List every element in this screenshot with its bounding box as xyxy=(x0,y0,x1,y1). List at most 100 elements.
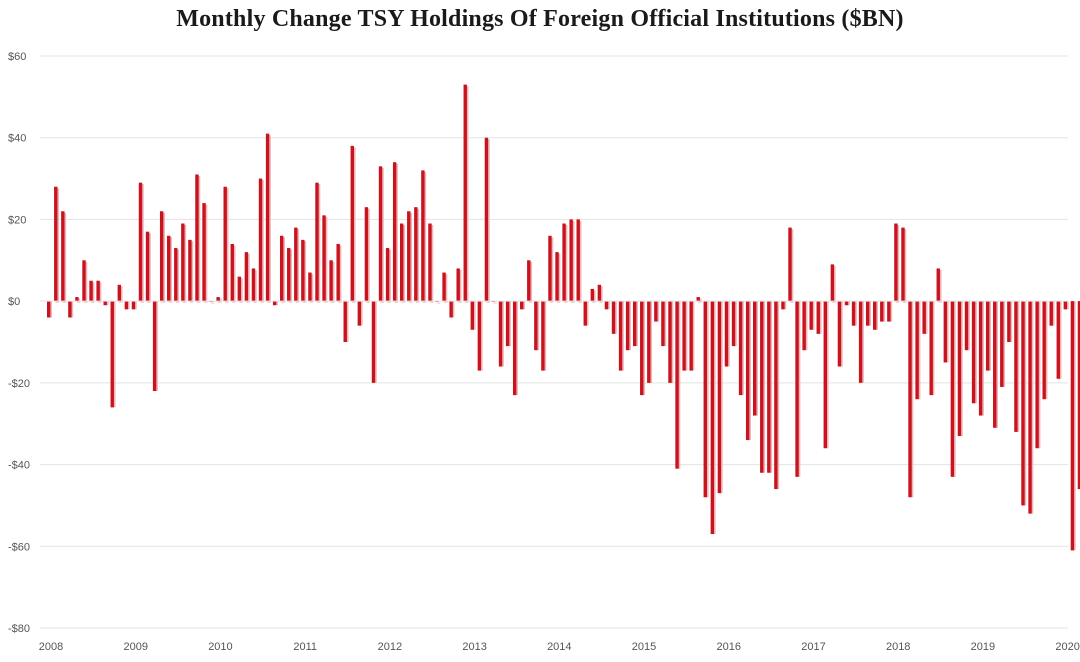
bar xyxy=(788,227,792,302)
x-tick-label: 2020 xyxy=(1055,641,1079,653)
bar xyxy=(604,301,609,310)
bar xyxy=(837,301,842,367)
bar xyxy=(244,252,249,302)
bar xyxy=(124,301,129,310)
bar xyxy=(576,219,580,302)
bar xyxy=(597,284,602,302)
bar xyxy=(795,301,799,477)
bar xyxy=(350,145,354,302)
bar xyxy=(767,301,771,473)
bar xyxy=(745,301,750,441)
y-tick-label: $20 xyxy=(8,214,26,226)
bar xyxy=(915,301,919,400)
x-axis-ticks: 2008 2009 2010 2011 2012 2013 2014 2015 2016 2017… xyxy=(39,641,1080,653)
bar xyxy=(661,301,665,347)
bar xyxy=(1049,301,1053,326)
bar xyxy=(138,182,143,302)
bar xyxy=(195,174,199,302)
bar xyxy=(167,235,171,302)
bar xyxy=(696,297,700,302)
bar xyxy=(68,301,72,318)
bar xyxy=(555,252,559,302)
bar xyxy=(753,301,757,416)
y-tick-label: $0 xyxy=(8,296,20,308)
bar xyxy=(887,301,891,322)
bar xyxy=(258,178,263,302)
bar xyxy=(385,248,390,302)
bar xyxy=(1007,301,1011,342)
bar xyxy=(901,227,905,302)
bar xyxy=(534,301,538,351)
bar xyxy=(950,301,955,477)
bar xyxy=(1063,301,1068,310)
bar xyxy=(315,182,319,302)
bar xyxy=(174,248,178,302)
bar xyxy=(512,301,517,396)
bar xyxy=(873,301,877,330)
bar xyxy=(851,301,856,326)
bar xyxy=(823,301,827,449)
bar xyxy=(993,301,997,428)
bar xyxy=(1014,301,1018,432)
bar xyxy=(181,223,185,302)
bar xyxy=(865,301,870,326)
y-tick-label: -$20 xyxy=(8,378,30,390)
bar xyxy=(47,301,51,318)
bar xyxy=(61,211,65,302)
bar xyxy=(449,301,453,318)
bar xyxy=(1056,301,1060,379)
bar xyxy=(456,268,460,302)
bar xyxy=(1000,301,1004,387)
x-tick-label: 2012 xyxy=(378,641,402,653)
bar xyxy=(548,235,552,302)
bar xyxy=(964,301,969,351)
bar xyxy=(343,301,347,342)
y-tick-label: $40 xyxy=(8,133,26,145)
bar xyxy=(774,301,778,490)
bar xyxy=(618,301,623,371)
bar xyxy=(816,301,820,334)
x-tick-label: 2013 xyxy=(462,641,486,653)
bar xyxy=(1070,301,1075,551)
bar xyxy=(731,301,736,347)
bar xyxy=(971,301,976,404)
bar xyxy=(400,223,404,302)
bar xyxy=(223,186,227,302)
bar xyxy=(1042,301,1046,400)
bar xyxy=(922,301,926,334)
bar xyxy=(421,170,425,302)
bar xyxy=(978,301,983,416)
bar xyxy=(237,276,242,302)
bar xyxy=(329,260,333,302)
bar xyxy=(103,301,107,306)
bar xyxy=(520,301,524,310)
bar-shadow xyxy=(210,302,215,304)
x-tick-label: 2008 xyxy=(39,641,63,653)
bar xyxy=(985,301,990,371)
bar xyxy=(159,211,164,302)
bar xyxy=(498,301,503,367)
bar xyxy=(407,211,411,302)
bar xyxy=(54,186,58,302)
bar xyxy=(569,219,573,302)
bar xyxy=(640,301,644,396)
bar xyxy=(152,301,157,392)
bar xyxy=(802,301,806,351)
bar xyxy=(96,280,100,302)
bar xyxy=(717,301,722,494)
bar xyxy=(322,215,326,302)
x-tick-label: 2009 xyxy=(123,641,147,653)
bar xyxy=(265,133,270,302)
bar xyxy=(583,301,587,326)
bar xyxy=(858,301,863,383)
x-tick-label: 2014 xyxy=(547,641,571,653)
bar xyxy=(894,223,898,302)
bar xyxy=(145,231,150,302)
bar xyxy=(364,207,369,302)
x-tick-label: 2018 xyxy=(886,641,910,653)
bar xyxy=(943,301,948,363)
bar xyxy=(75,297,79,302)
bar xyxy=(202,203,206,302)
bar xyxy=(392,162,397,302)
gridlines xyxy=(40,55,1068,629)
